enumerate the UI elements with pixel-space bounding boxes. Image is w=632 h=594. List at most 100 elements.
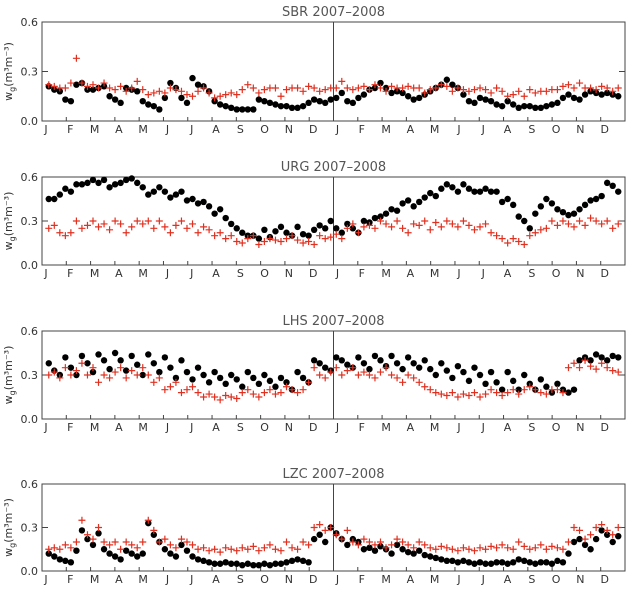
- data-point-circle: [399, 546, 406, 553]
- data-point-circle: [156, 184, 163, 191]
- data-point-plus: [266, 235, 274, 243]
- y-tick-label: 0.3: [21, 522, 39, 535]
- data-point-circle: [283, 559, 290, 566]
- data-point-plus: [194, 389, 202, 397]
- data-point-plus: [498, 87, 506, 95]
- data-point-plus: [122, 538, 130, 546]
- data-point-plus: [227, 89, 235, 97]
- data-point-plus: [294, 545, 302, 553]
- data-point-plus: [598, 359, 606, 367]
- data-point-plus: [316, 371, 324, 379]
- data-point-plus: [67, 544, 75, 552]
- data-point-circle: [150, 102, 158, 110]
- data-point-plus: [177, 217, 185, 225]
- data-point-plus: [399, 84, 407, 92]
- data-point-plus: [183, 386, 191, 394]
- data-point-circle: [410, 360, 417, 367]
- data-point-plus: [598, 220, 606, 228]
- data-point-plus: [382, 544, 390, 552]
- data-point-plus: [354, 371, 362, 379]
- data-point-circle: [200, 557, 207, 565]
- data-point-plus: [283, 235, 291, 243]
- data-point-plus: [78, 359, 86, 367]
- data-point-plus: [564, 81, 572, 89]
- data-point-circle: [216, 101, 224, 108]
- data-point-plus: [106, 541, 114, 549]
- data-point-circle: [183, 197, 191, 204]
- y-tick-label: 0.0: [21, 115, 39, 128]
- data-point-circle: [576, 357, 583, 364]
- data-point-circle: [393, 360, 401, 367]
- data-point-plus: [459, 390, 467, 398]
- data-point-plus: [244, 81, 252, 89]
- data-point-plus: [404, 82, 412, 90]
- data-point-circle: [476, 559, 484, 566]
- data-point-circle: [515, 386, 522, 393]
- x-tick-label: J: [335, 421, 339, 434]
- data-point-plus: [150, 378, 158, 386]
- data-point-plus: [509, 91, 517, 99]
- data-point-plus: [531, 229, 539, 237]
- data-point-plus: [260, 86, 268, 94]
- data-point-circle: [559, 94, 567, 102]
- data-point-plus: [487, 229, 495, 237]
- data-point-plus: [299, 538, 307, 546]
- data-point-circle: [228, 104, 235, 112]
- data-point-plus: [200, 544, 208, 552]
- data-point-circle: [183, 99, 191, 107]
- data-point-plus: [614, 220, 622, 228]
- y-tick-label: 0.6: [21, 478, 39, 491]
- data-point-circle: [504, 560, 511, 567]
- data-point-circle: [277, 223, 285, 231]
- data-point-plus: [133, 544, 141, 552]
- data-point-plus: [343, 526, 351, 534]
- x-tick-label: J: [335, 123, 339, 136]
- data-point-plus: [470, 226, 478, 234]
- data-point-circle: [51, 195, 58, 203]
- data-point-plus: [172, 221, 180, 229]
- data-point-circle: [421, 194, 428, 201]
- data-point-circle: [178, 541, 185, 549]
- data-point-plus: [465, 545, 473, 553]
- x-tick-label: M: [138, 573, 148, 586]
- data-point-circle: [487, 368, 495, 376]
- x-tick-label: S: [237, 123, 244, 136]
- data-point-plus: [603, 526, 611, 534]
- x-tick-label: D: [600, 123, 608, 136]
- data-point-plus: [598, 82, 606, 90]
- data-point-circle: [261, 371, 268, 379]
- data-point-plus: [95, 223, 103, 231]
- data-point-circle: [377, 213, 384, 220]
- data-point-plus: [609, 531, 617, 539]
- data-point-circle: [427, 189, 434, 197]
- data-point-plus: [321, 374, 329, 382]
- data-point-plus: [122, 229, 130, 237]
- data-point-circle: [45, 360, 52, 367]
- data-point-circle: [67, 559, 75, 566]
- data-point-circle: [498, 102, 506, 110]
- data-point-plus: [443, 217, 451, 225]
- data-point-circle: [277, 374, 285, 382]
- data-point-plus: [321, 526, 329, 534]
- data-point-plus: [233, 394, 241, 402]
- data-point-circle: [587, 357, 594, 364]
- data-point-plus: [520, 542, 528, 550]
- data-point-circle: [299, 374, 307, 382]
- data-point-circle: [89, 541, 97, 549]
- data-point-circle: [592, 535, 600, 543]
- data-point-plus: [415, 221, 423, 229]
- data-point-plus: [415, 84, 423, 92]
- data-point-circle: [266, 99, 274, 107]
- data-point-plus: [144, 91, 152, 99]
- data-point-plus: [454, 223, 462, 231]
- data-point-circle: [487, 560, 495, 567]
- data-point-plus: [122, 374, 130, 382]
- data-point-circle: [183, 368, 191, 376]
- data-point-plus: [437, 223, 445, 231]
- data-point-plus: [603, 217, 611, 225]
- y-tick-label: 0.3: [21, 369, 39, 382]
- data-point-circle: [67, 364, 75, 371]
- data-point-circle: [89, 86, 97, 93]
- x-tick-label: S: [528, 421, 535, 434]
- data-point-circle: [598, 91, 605, 98]
